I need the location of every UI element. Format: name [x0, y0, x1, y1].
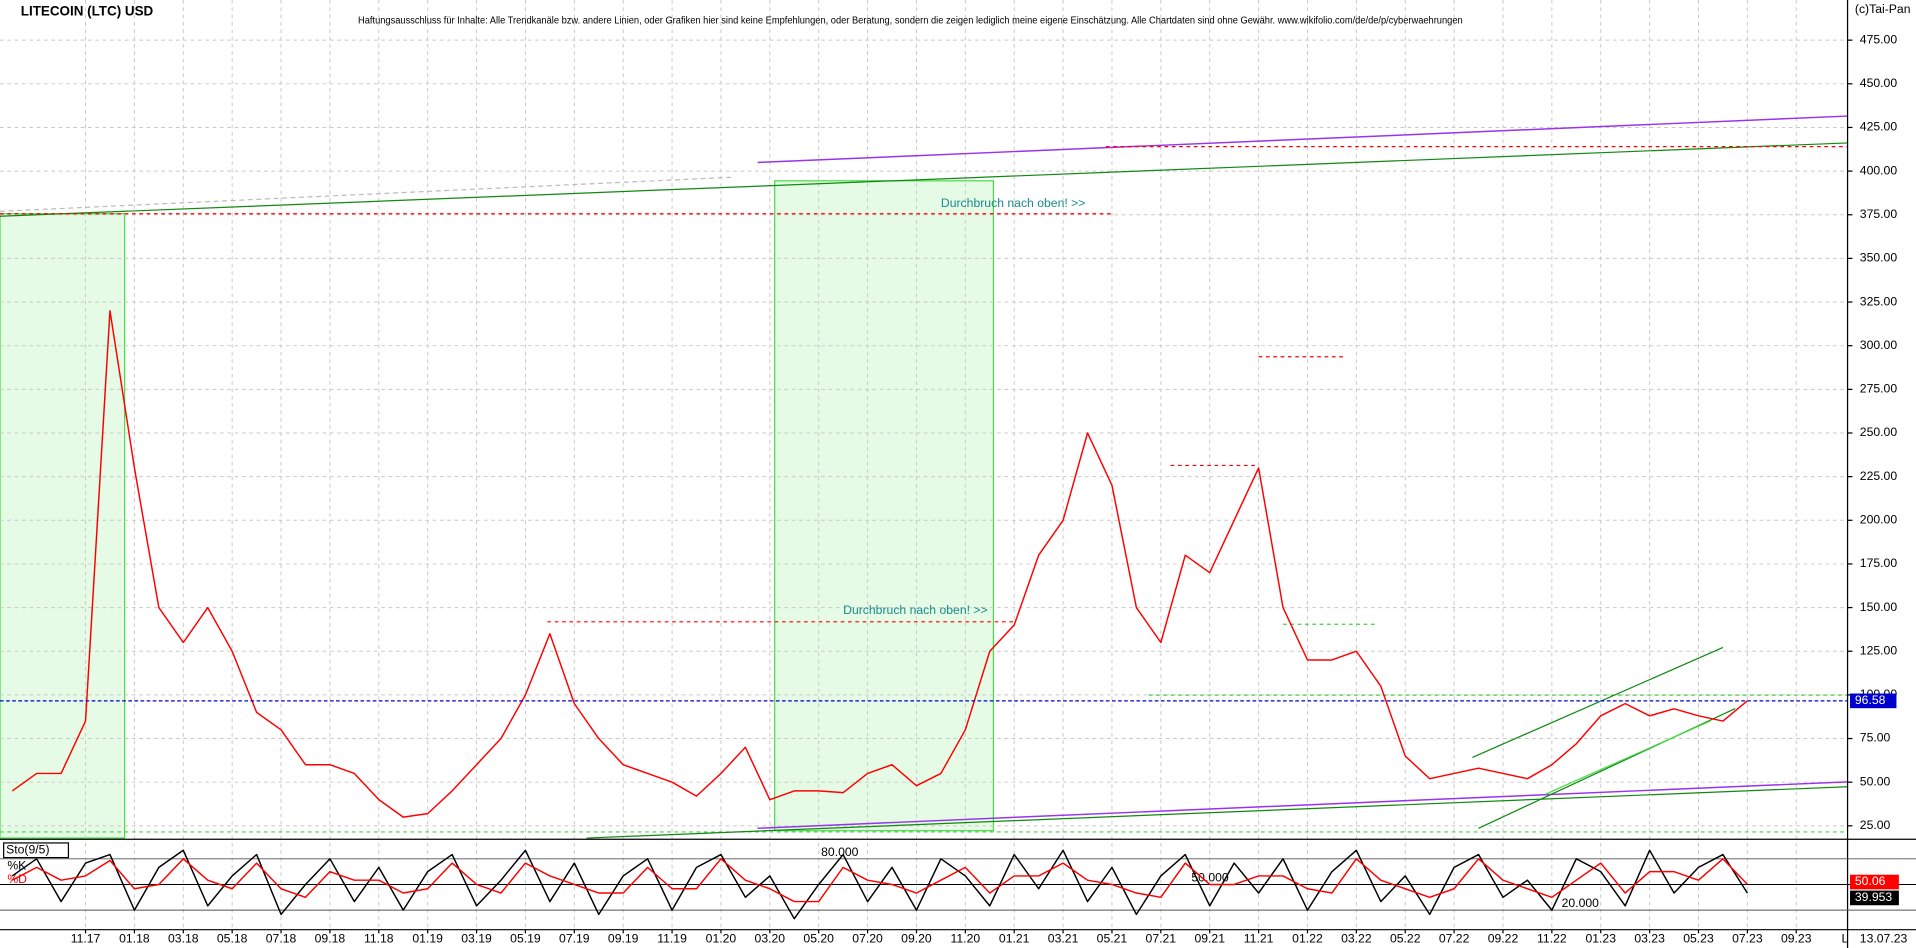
indicator-title: Sto(9/5): [6, 842, 49, 856]
x-tick-label: 03.18: [168, 932, 199, 946]
x-tick-label: 05.21: [1097, 932, 1128, 946]
trend-lines: [0, 115, 1848, 839]
legend-label: %K: [7, 858, 26, 872]
x-tick-label: 09.19: [608, 932, 639, 946]
trend-line: [0, 176, 734, 212]
highlight-box: [774, 180, 995, 832]
level-label: 80.000: [821, 845, 859, 859]
x-tick-label: 11.20: [951, 932, 981, 946]
channel-line: [1472, 646, 1724, 758]
x-tick-label: 05.22: [1390, 932, 1421, 946]
price-line: [11, 310, 1748, 818]
y-tick-label: 200.00: [1860, 513, 1898, 527]
y-tick-label: 175.00: [1860, 556, 1898, 570]
price-label: 96.58: [1855, 693, 1886, 707]
y-tick-label: 400.00: [1860, 163, 1898, 177]
date-label: 13.07.23: [1860, 932, 1908, 946]
y-tick-label: 375.00: [1860, 207, 1898, 221]
x-tick-label: 05.19: [510, 932, 541, 946]
y-tick-label: 475.00: [1860, 32, 1898, 46]
x-tick-label: 07.20: [852, 932, 883, 946]
channel-line: [1545, 720, 1711, 795]
x-tick-label: 01.23: [1585, 932, 1616, 946]
x-tick-label: 01.19: [412, 932, 443, 946]
highlight-box: [0, 213, 126, 839]
x-tick-label: 01.20: [706, 932, 737, 946]
x-tick-label: 05.23: [1683, 932, 1714, 946]
x-tick-label: 01.18: [119, 932, 150, 946]
trend-line: [757, 115, 1848, 164]
trend-line: [586, 786, 1848, 839]
x-tick-label: 01.21: [999, 932, 1030, 946]
x-tick-label: 11.19: [657, 932, 687, 946]
value-box: [1850, 890, 1899, 906]
x-tick-label: 09.21: [1194, 932, 1225, 946]
annotation: Durchbruch nach oben! >>: [843, 603, 988, 617]
y-tick-label: 425.00: [1860, 120, 1898, 134]
x-tick-label: 09.20: [901, 932, 932, 946]
level-label: 50.000: [1191, 871, 1229, 885]
value-label: 39.953: [1855, 890, 1893, 904]
x-tick-label: 09.23: [1781, 932, 1812, 946]
level-label: 20.000: [1562, 896, 1600, 910]
x-tick-label: 11.17: [71, 932, 101, 946]
y-tick-label: 25.00: [1860, 818, 1891, 832]
oscillator-line: [11, 858, 1748, 903]
y-tick-label: 75.00: [1860, 731, 1891, 745]
price-box: [1850, 693, 1897, 709]
trend-line: [0, 142, 1848, 217]
x-tick-label: 03.22: [1341, 932, 1372, 946]
x-tick-label: 03.20: [755, 932, 786, 946]
x-tick-label: 07.18: [266, 932, 297, 946]
disclaimer: Haftungsausschluss für Inhalte: Alle Tre…: [358, 15, 1463, 26]
x-tick-label: 07.19: [559, 932, 590, 946]
y-tick-label: 350.00: [1860, 251, 1898, 265]
y-tick-label: 250.00: [1860, 425, 1898, 439]
y-tick-label: 50.00: [1860, 774, 1891, 788]
y-tick-label: 275.00: [1860, 382, 1898, 396]
oscillator-line: [11, 849, 1748, 920]
y-tick-label: 300.00: [1860, 338, 1898, 352]
chart-title: LITECOIN (LTC) USD: [21, 4, 154, 19]
x-tick-label: 05.20: [803, 932, 834, 946]
y-tick-label: 325.00: [1860, 294, 1898, 308]
x-tick-label: 03.21: [1048, 932, 1079, 946]
x-tick-label: 09.18: [315, 932, 346, 946]
y-tick-label: 450.00: [1860, 76, 1898, 90]
axis-marker: L: [1841, 932, 1848, 946]
value-box: [1850, 874, 1899, 890]
x-tick-label: 11.22: [1537, 932, 1567, 946]
x-tick-label: 09.22: [1488, 932, 1519, 946]
trend-line: [757, 781, 1848, 830]
y-tick-label: 225.00: [1860, 469, 1898, 483]
x-tick-label: 05.18: [217, 932, 248, 946]
indicator-box: [3, 842, 70, 859]
value-label: 50.06: [1855, 874, 1886, 888]
x-tick-label: 07.21: [1146, 932, 1177, 946]
x-tick-label: 07.22: [1439, 932, 1470, 946]
x-tick-label: 11.21: [1244, 932, 1274, 946]
x-tick-label: 11.18: [364, 932, 394, 946]
y-tick-label: 150.00: [1860, 600, 1898, 614]
annotation: Durchbruch nach oben! >>: [941, 196, 1086, 210]
x-tick-label: 07.23: [1732, 932, 1763, 946]
x-tick-label: 01.22: [1292, 932, 1323, 946]
x-tick-label: 03.23: [1634, 932, 1665, 946]
x-tick-label: 03.19: [461, 932, 492, 946]
y-tick-label: 125.00: [1860, 643, 1898, 657]
source: (c)Tai-Pan: [1855, 2, 1911, 16]
drawings: [0, 180, 995, 839]
